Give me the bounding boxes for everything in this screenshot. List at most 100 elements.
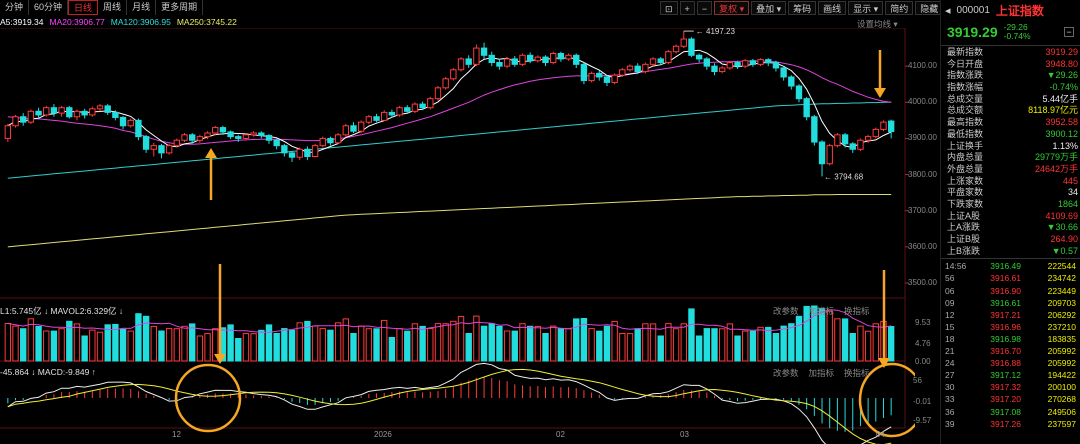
stat-row: 最低指数 3900.12 — [941, 129, 1080, 141]
candle-body — [104, 105, 111, 113]
volume-bar — [726, 323, 734, 362]
volume-bar — [734, 335, 741, 362]
kline-chart[interactable]: ← 4197.23 ← 3794.68 — [0, 28, 915, 444]
stat-value: ▼30.66 — [1046, 222, 1078, 233]
candle-body — [242, 134, 250, 139]
tab-period[interactable]: 更多周期 — [156, 0, 204, 15]
candle-body — [703, 58, 711, 67]
stat-value: 3952.58 — [1045, 117, 1078, 128]
volume-bar — [188, 323, 196, 362]
candle-body — [480, 47, 488, 56]
volume-bar — [373, 328, 380, 362]
volume-bar — [534, 325, 542, 362]
volume-bar — [235, 338, 242, 362]
indicator-control-button[interactable]: 改参数 — [773, 368, 799, 378]
ma-value: MA250:3745.22 — [176, 17, 237, 27]
volume-bar — [596, 330, 603, 362]
stat-value: 4109.69 — [1045, 210, 1078, 221]
volume-bar — [519, 323, 526, 362]
tick-row: 27 3917.12 194422 — [941, 369, 1080, 381]
ma-legend: A5:3919.34 MA20:3906.77 MA120:3906.95 MA250… — [0, 17, 237, 29]
tab-period[interactable]: 60分钟 — [29, 0, 69, 15]
candle-body — [580, 63, 588, 82]
tab-period[interactable]: 周线 — [98, 0, 128, 15]
candle-body — [119, 116, 127, 127]
indicator-control-button[interactable]: 换指标 — [844, 306, 870, 316]
candle-body — [795, 85, 803, 100]
toolbar-button[interactable]: 简约 — [885, 1, 914, 15]
toolbar-button[interactable]: 复权 ▾ — [714, 1, 750, 15]
toolbar-button[interactable]: + — [679, 1, 695, 15]
candle-body — [841, 134, 849, 145]
tab-period[interactable]: 月线 — [127, 0, 157, 15]
toolbar-button[interactable]: 画线 — [818, 1, 847, 15]
candle-body — [404, 107, 411, 112]
candle-body — [826, 145, 833, 165]
candle-body — [734, 62, 741, 67]
candle-body — [304, 148, 311, 158]
volume-legend: L1:5.745亿 ↓ MAVOL2:6.329亿 ↓ — [0, 306, 124, 316]
tick-price: 3916.88 — [990, 358, 1021, 369]
volume-bar — [657, 335, 664, 362]
volume-bar — [811, 305, 818, 362]
toolbar-button[interactable]: 筹码 — [788, 1, 817, 15]
tab-period[interactable]: 分钟 — [0, 0, 30, 15]
tick-row: 24 3916.88 205992 — [941, 357, 1080, 369]
tick-price: 3917.08 — [990, 406, 1021, 417]
stat-label: 今日开盘 — [947, 58, 984, 69]
stat-row: 上A涨跌 ▼30.66 — [941, 222, 1080, 234]
tick-price: 3917.26 — [990, 418, 1021, 429]
date-axis-label: 04 — [876, 430, 885, 439]
volume-bar — [588, 328, 595, 362]
volume-bar — [788, 323, 795, 362]
indicator-control-button[interactable]: 加指标 — [808, 306, 835, 316]
volume-ma-line — [7, 309, 892, 333]
candle-body — [880, 121, 887, 130]
ma-settings-button[interactable]: 设置均线 ▾ — [857, 19, 898, 29]
toolbar-button[interactable]: − — [696, 1, 713, 15]
volume-bar — [542, 333, 549, 362]
stat-value: ▼29.26 — [1046, 70, 1078, 81]
toolbar-button[interactable]: 叠加 ▾ — [751, 1, 787, 15]
candle-body — [672, 45, 680, 53]
tick-time: 36 — [945, 406, 955, 417]
candle-body — [81, 110, 88, 116]
back-icon[interactable]: ◂ — [945, 4, 951, 17]
volume-bar — [864, 330, 872, 362]
indicator-control-button[interactable]: 换指标 — [844, 368, 870, 378]
candle-body — [442, 78, 449, 89]
collapse-button[interactable]: − — [1064, 27, 1074, 37]
candle-body — [373, 116, 380, 121]
candle-body — [173, 139, 181, 147]
toolbar-button[interactable]: ⊡ — [660, 1, 678, 15]
indicator-control-button[interactable]: 加指标 — [808, 368, 835, 378]
tick-price: 3916.90 — [990, 285, 1021, 296]
tick-list[interactable]: 14:56 3916.49 222544 56 3916.61 234742 06 3916.… — [941, 260, 1080, 429]
stat-value: 3919.29 — [1045, 47, 1078, 57]
candle-body — [127, 119, 134, 127]
candle-body — [365, 116, 373, 123]
volume-bar — [250, 333, 257, 362]
volume-bar — [665, 323, 672, 362]
candle-body — [834, 134, 841, 147]
macd-axis-label: -0.01 — [913, 397, 932, 406]
volume-bar — [450, 320, 457, 362]
volume-bar — [142, 315, 150, 362]
toolbar-button[interactable]: 显示 ▾ — [848, 1, 884, 15]
volume-bar — [381, 319, 388, 362]
tab-period[interactable]: 日线 — [68, 0, 99, 15]
candle-body — [235, 136, 242, 139]
candle-body — [550, 52, 557, 64]
volume-bar — [795, 315, 803, 362]
candle-body — [219, 127, 227, 133]
volume-bar — [350, 333, 357, 362]
tick-row: 39 3917.26 237597 — [941, 418, 1080, 430]
volume-bar — [780, 325, 787, 362]
candle-body — [811, 116, 818, 143]
candle-body — [473, 47, 480, 65]
volume-axis-label: 4.76 — [915, 339, 931, 348]
stat-label: 上证换手 — [947, 140, 984, 151]
candle-body — [350, 125, 357, 132]
indicator-control-button[interactable]: 改参数 — [773, 306, 799, 316]
candle-body — [58, 107, 65, 114]
